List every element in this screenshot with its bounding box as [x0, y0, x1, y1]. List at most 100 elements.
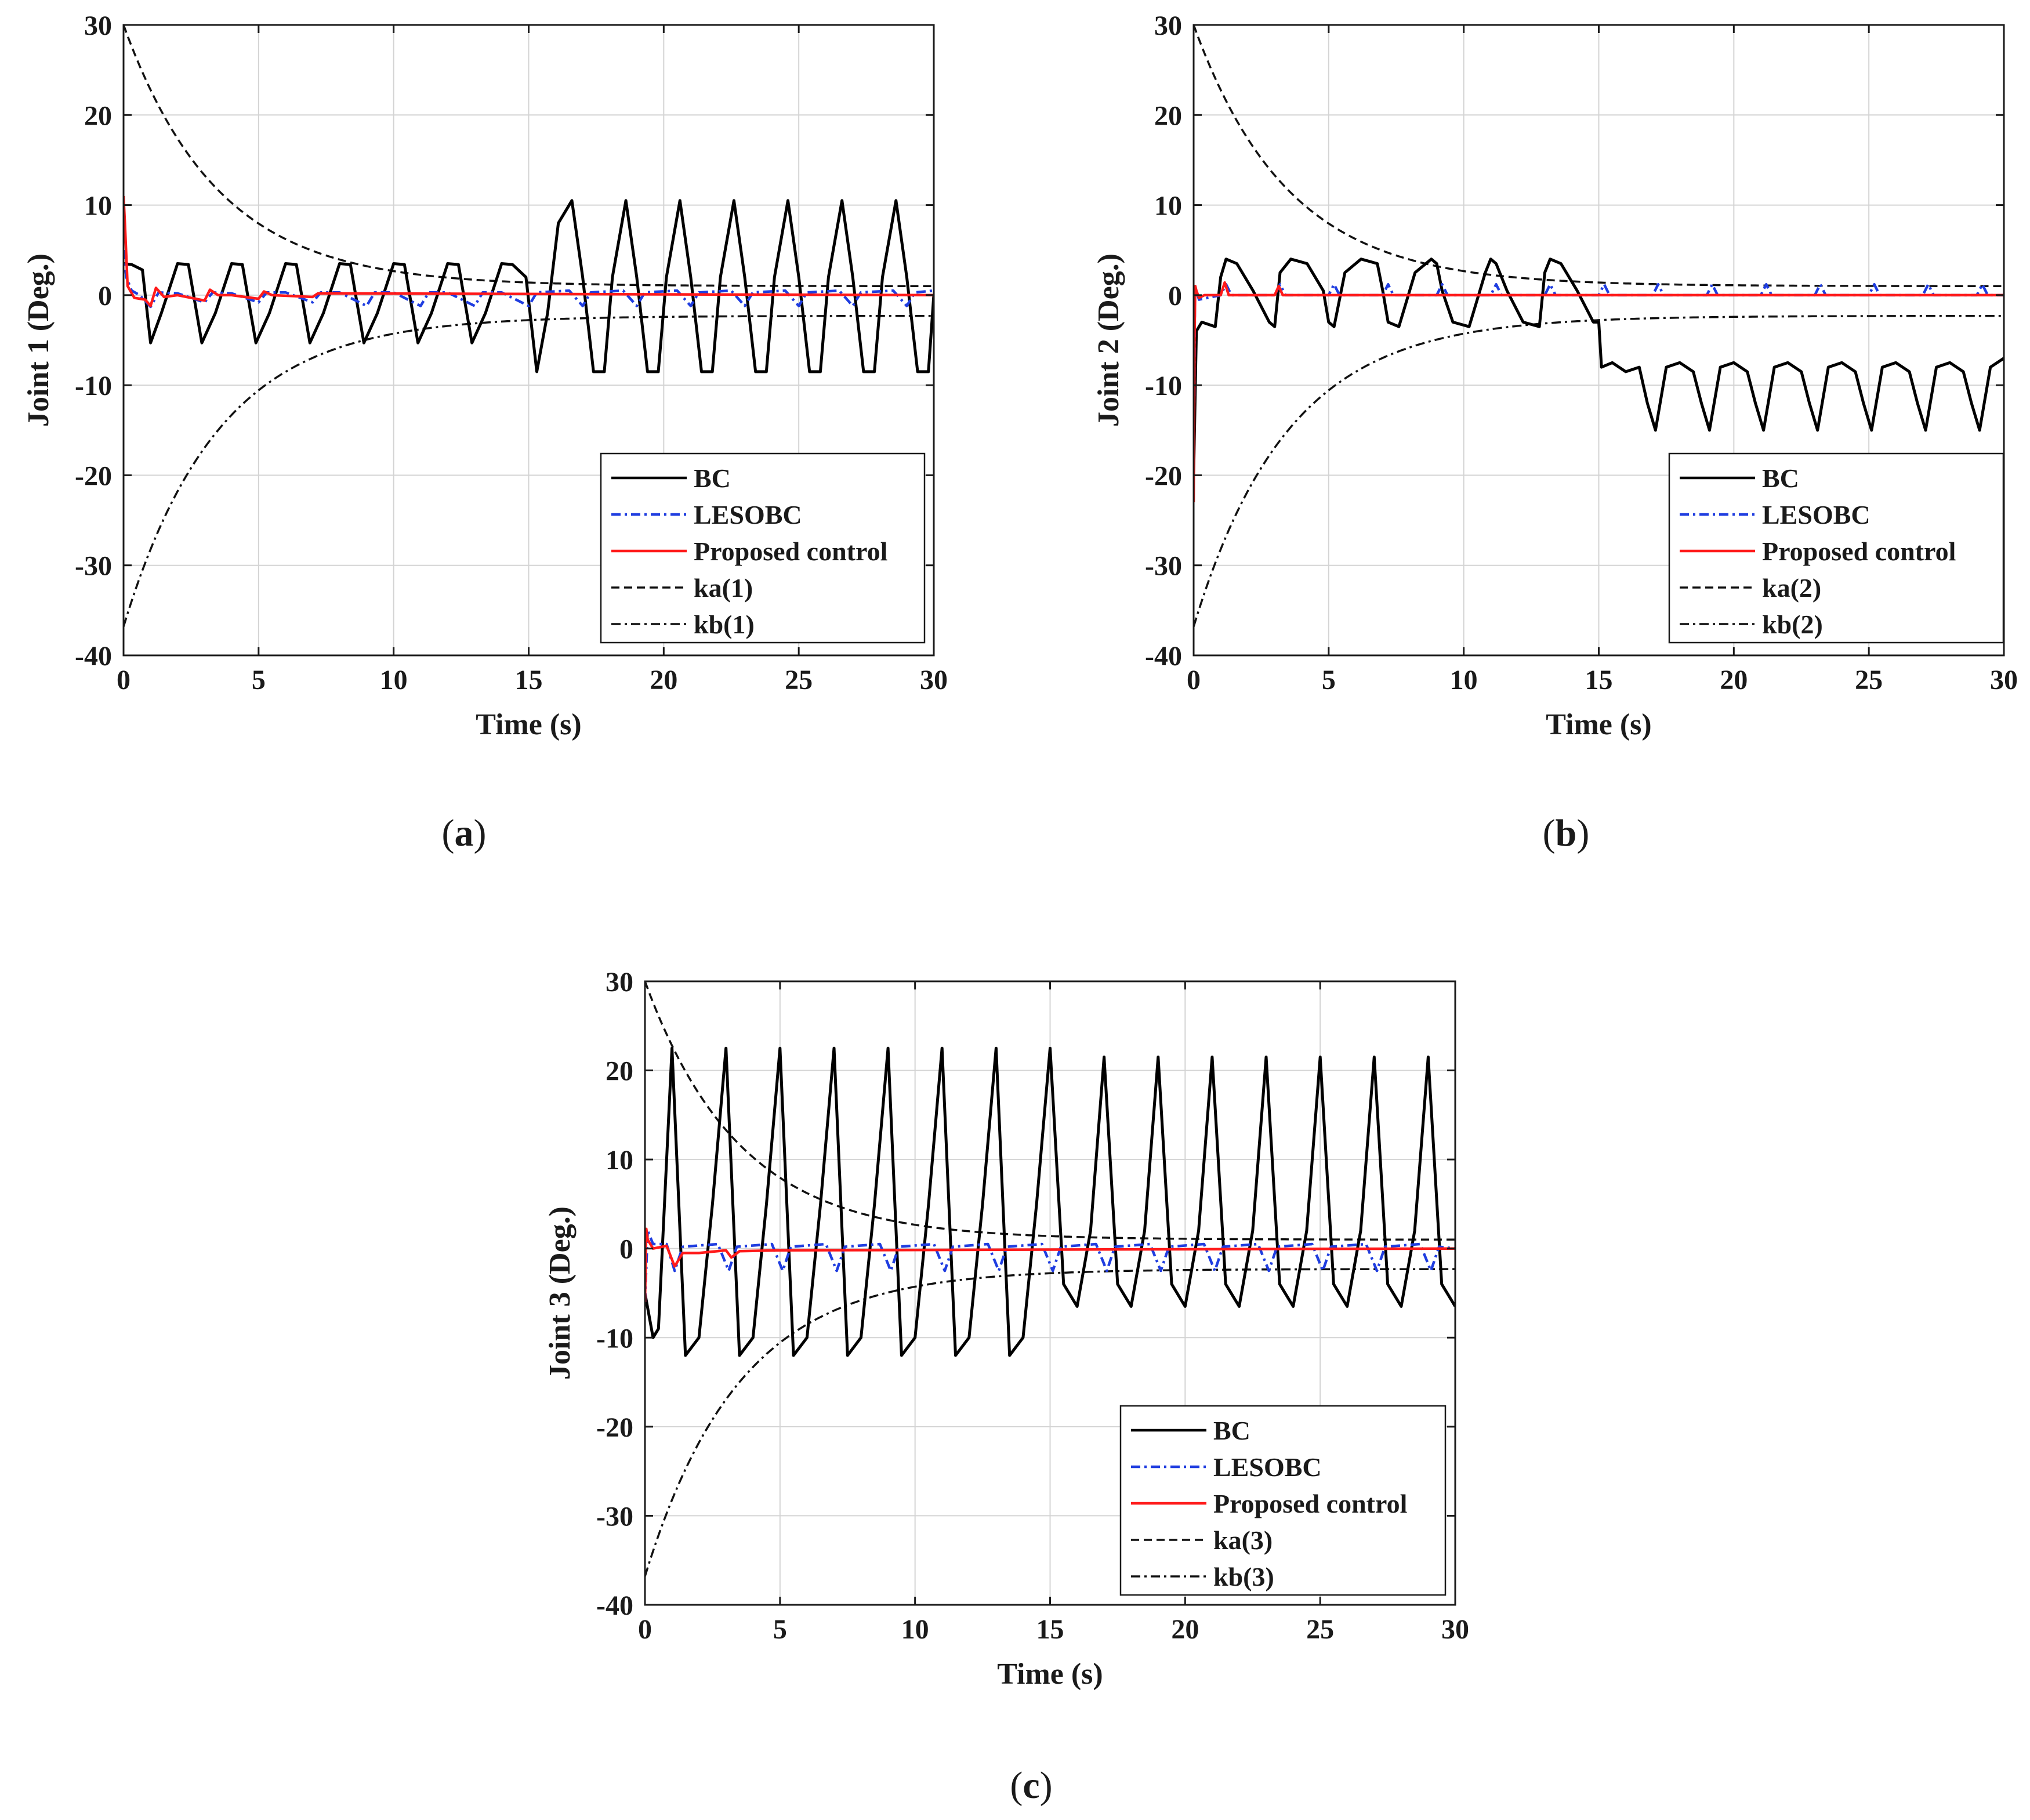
y-tick-label: -10	[75, 371, 112, 401]
panel-caption: (c)	[1010, 1764, 1052, 1807]
series-line-kb-1-	[124, 314, 934, 627]
y-tick-label: -20	[1145, 461, 1182, 491]
legend-label: Proposed control	[1762, 536, 1956, 566]
y-tick-label: 20	[606, 1056, 633, 1087]
x-tick-label: 25	[785, 665, 813, 695]
legend-label: BC	[1762, 463, 1799, 493]
y-tick-label: -10	[596, 1323, 633, 1354]
x-tick-label: 5	[773, 1614, 787, 1645]
panel-caption-letter: b	[1556, 812, 1577, 854]
y-tick-label: 10	[84, 191, 112, 222]
y-tick-label: 20	[84, 100, 112, 131]
x-tick-label: 5	[1322, 665, 1336, 695]
x-tick-label: 15	[515, 665, 543, 695]
legend-label: BC	[694, 463, 731, 493]
legend-label: ka(1)	[694, 573, 753, 603]
legend-label: kb(1)	[694, 610, 755, 639]
panel-caption-letter: a	[455, 812, 474, 854]
ticks: 0 5 10 15 20 25 30 -40 -30 -20 -10 0 10 20 30	[596, 967, 1469, 1645]
x-tick-label: 10	[380, 665, 408, 695]
y-tick-label: 0	[98, 281, 112, 311]
legend: BC LESOBC Proposed control ka(3) kb(3)	[1119, 1405, 1447, 1596]
x-axis-label: Time (s)	[476, 708, 581, 741]
x-tick-label: 20	[1720, 665, 1748, 695]
legend-box	[600, 452, 926, 644]
x-tick-label: 10	[1450, 665, 1478, 695]
legend-label: kb(2)	[1762, 610, 1823, 639]
legend: BC LESOBC Proposed control ka(2) kb(2)	[1668, 452, 2004, 644]
y-tick-label: 10	[1154, 191, 1182, 222]
x-tick-label: 20	[650, 665, 677, 695]
y-tick-label: 20	[1154, 100, 1182, 131]
x-tick-label: 20	[1171, 1614, 1199, 1645]
series-line-kb-3-	[645, 1268, 1455, 1577]
x-tick-label: 30	[1441, 1614, 1469, 1645]
legend-label: BC	[1213, 1416, 1250, 1445]
y-tick-label: -40	[1145, 641, 1182, 672]
series-group	[1194, 25, 2004, 627]
legend-box	[1668, 452, 2004, 644]
series-group	[124, 25, 934, 627]
panel-caption: (a)	[442, 812, 487, 854]
series-line-bc	[645, 1046, 1455, 1357]
y-tick-label: 0	[619, 1234, 633, 1265]
y-tick-label: -30	[75, 551, 112, 582]
y-tick-label: -30	[596, 1501, 633, 1532]
x-axis-label: Time (s)	[997, 1658, 1103, 1691]
series-line-kb-2-	[1194, 314, 2004, 627]
series-line-proposed-control	[124, 195, 934, 307]
x-tick-label: 25	[1306, 1614, 1334, 1645]
x-tick-label: 5	[252, 665, 266, 695]
panel-caption-letter: c	[1023, 1764, 1039, 1807]
x-tick-label: 10	[901, 1614, 929, 1645]
y-tick-label: 0	[1168, 281, 1182, 311]
y-tick-label: 10	[606, 1145, 633, 1176]
panel-caption: (b)	[1543, 812, 1590, 854]
x-tick-label: 0	[117, 665, 130, 695]
x-tick-label: 25	[1855, 665, 1883, 695]
series-line-bc	[1194, 258, 2004, 476]
y-axis-label: Joint 2 (Deg.)	[1092, 253, 1125, 427]
x-tick-label: 30	[920, 665, 948, 695]
y-tick-label: 30	[84, 10, 112, 41]
y-tick-label: -40	[75, 641, 112, 672]
y-axis-label: Joint 1 (Deg.)	[22, 253, 55, 427]
x-tick-label: 15	[1036, 1614, 1064, 1645]
y-tick-label: -10	[1145, 371, 1182, 401]
series-group	[645, 981, 1455, 1577]
x-tick-label: 0	[638, 1614, 652, 1645]
x-tick-label: 0	[1187, 665, 1201, 695]
ticks: 0 5 10 15 20 25 30 -40 -30 -20 -10 0 10 20 30	[1145, 10, 2018, 695]
legend-label: ka(2)	[1762, 573, 1821, 603]
series-line-ka-2-	[1194, 25, 2004, 287]
series-line-proposed-control	[645, 1227, 1455, 1302]
legend-label: LESOBC	[1762, 500, 1870, 530]
ticks: 0 5 10 15 20 25 30 -40 -30 -20 -10 0 10 20 30	[75, 10, 948, 695]
legend-box	[1119, 1405, 1447, 1596]
panel-c: 0 5 10 15 20 25 30 -40 -30 -20 -10 0 10 20 30 Time (s) J…	[543, 967, 1469, 1807]
legend-label: Proposed control	[694, 536, 887, 566]
y-tick-label: -30	[1145, 551, 1182, 582]
legend-label: LESOBC	[1213, 1452, 1322, 1482]
legend-label: kb(3)	[1213, 1562, 1274, 1591]
y-axis-label: Joint 3 (Deg.)	[543, 1206, 577, 1380]
panel-b: 0 5 10 15 20 25 30 -40 -30 -20 -10 0 10 20 30 Time (s) J…	[1092, 10, 2018, 854]
y-tick-label: -20	[75, 461, 112, 491]
series-line-ka-3-	[645, 981, 1455, 1241]
y-tick-label: -40	[596, 1590, 633, 1621]
y-tick-label: 30	[606, 967, 633, 998]
x-axis-label: Time (s)	[1546, 708, 1651, 741]
series-line-proposed-control	[1194, 281, 2004, 503]
x-tick-label: 30	[1990, 665, 2018, 695]
series-line-bc	[124, 199, 934, 374]
series-line-lesobc	[645, 1229, 1455, 1302]
panel-a: 0 5 10 15 20 25 30 -40 -30 -20 -10 0 10 20 30 Time (s) J…	[22, 10, 948, 854]
legend-label: ka(3)	[1213, 1525, 1273, 1555]
legend-label: Proposed control	[1213, 1489, 1407, 1518]
legend: BC LESOBC Proposed control ka(1) kb(1)	[600, 452, 926, 644]
x-tick-label: 15	[1585, 665, 1613, 695]
y-tick-label: 30	[1154, 10, 1182, 41]
y-tick-label: -20	[596, 1412, 633, 1443]
legend-label: LESOBC	[694, 500, 802, 530]
